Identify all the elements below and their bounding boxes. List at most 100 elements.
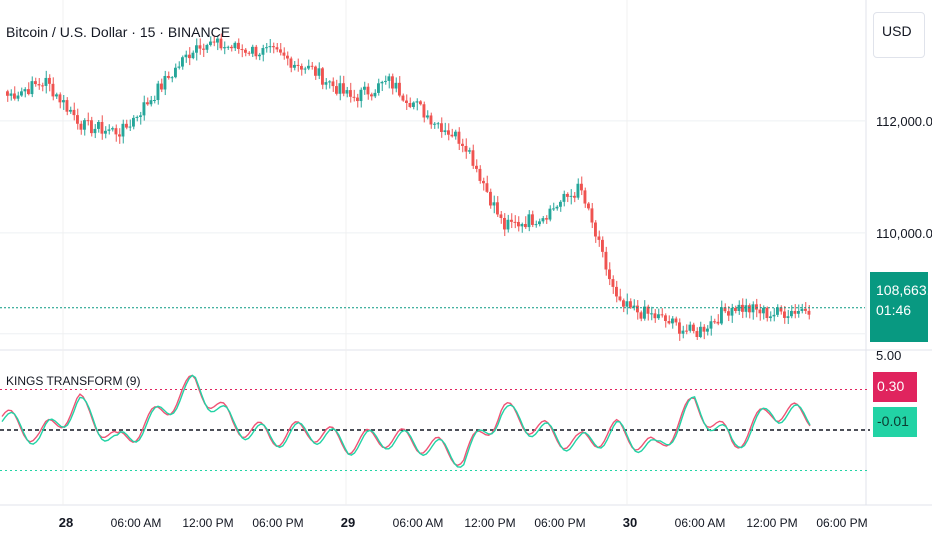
candle-body (107, 129, 111, 131)
candle-body (258, 54, 261, 57)
candle-body (597, 236, 601, 240)
candle-body (783, 311, 786, 318)
candle-body (90, 120, 93, 134)
candle-body (482, 180, 485, 184)
candle-body (769, 316, 772, 319)
candle-body (412, 102, 415, 107)
current-price-value: 108,663.68 (876, 282, 932, 298)
indicator-title: KINGS TRANSFORM (9) (6, 374, 141, 388)
candle-body (692, 324, 695, 332)
candle-body (202, 48, 205, 50)
candle-body (100, 121, 104, 134)
candle-body (569, 195, 573, 197)
candle-body (492, 202, 496, 206)
candle-body (415, 101, 419, 103)
candle-body (132, 117, 135, 127)
candle-body (793, 310, 797, 314)
candle-body (310, 65, 314, 67)
candle-body (615, 286, 618, 297)
candle-body (755, 304, 758, 310)
candle-body (72, 109, 76, 116)
price-tick-label: 112,000.00 (876, 114, 932, 129)
candle-body (240, 49, 244, 51)
candle-body (471, 150, 475, 166)
candle-body (496, 202, 499, 215)
candle-body (632, 305, 636, 308)
candle-body (737, 304, 741, 312)
candle-body (321, 68, 324, 85)
candle-body (741, 304, 744, 312)
candle-body (251, 46, 254, 54)
candle-body (534, 224, 538, 226)
candle-body (513, 221, 517, 223)
candle-body (181, 57, 184, 67)
candle-body (20, 91, 23, 96)
candle-body (674, 318, 678, 323)
candle-body (657, 314, 660, 319)
candle-body (426, 115, 429, 118)
candle-body (41, 85, 44, 87)
candle-body (524, 223, 527, 228)
candle-body (611, 279, 615, 287)
candle-body (293, 64, 296, 68)
candle-body (723, 307, 727, 312)
candle-body (552, 208, 555, 210)
candle-body (226, 46, 230, 48)
indicator-green-badge: -0.01 (873, 407, 917, 437)
candle-body (422, 104, 426, 118)
candle-body (111, 128, 114, 130)
time-axis-label: 06:00 PM (252, 516, 303, 530)
candle-body (198, 45, 202, 49)
candle-body (454, 131, 457, 137)
indicator-axis-label: 5.00 (876, 348, 901, 363)
candle-body (464, 145, 468, 152)
candle-body (443, 130, 447, 133)
candle-body (779, 307, 783, 312)
candle-body (429, 115, 433, 125)
candle-body (559, 201, 562, 207)
candle-body (555, 206, 559, 209)
candle-body (398, 82, 401, 96)
candle-body (485, 183, 489, 192)
time-axis-label: 12:00 PM (464, 516, 515, 530)
candle-body (149, 100, 153, 105)
candle-body (195, 45, 198, 53)
time-axis-label: 06:00 PM (534, 516, 585, 530)
currency-button[interactable]: USD (873, 12, 925, 58)
candle-body (580, 183, 583, 191)
candle-body (345, 90, 349, 94)
candle-body (212, 41, 216, 43)
indicator-red-badge: 0.30 (873, 372, 917, 402)
candle-body (489, 191, 492, 206)
candle-body (366, 86, 370, 95)
candle-body (205, 44, 209, 50)
candle-body (727, 311, 730, 316)
indicator-line-green (1, 374, 811, 468)
candle-body (184, 54, 188, 58)
chart-title: Bitcoin / U.S. Dollar · 15 · BINANCE (6, 24, 231, 40)
candle-body (643, 306, 646, 319)
time-axis-label: 12:00 PM (182, 516, 233, 530)
candle-body (16, 95, 20, 99)
candle-body (34, 81, 37, 85)
candle-body (461, 143, 464, 146)
candle-body (118, 134, 121, 137)
candle-body (751, 304, 755, 313)
candle-body (282, 52, 286, 56)
candle-body (261, 48, 265, 55)
candle-body (678, 322, 681, 334)
candle-body (475, 165, 478, 169)
candle-body (447, 130, 450, 135)
candle-body (23, 89, 27, 92)
bar-countdown: 01:46 (876, 302, 912, 318)
time-axis-label: 06:00 AM (111, 516, 162, 530)
candle-body (380, 81, 384, 84)
candle-body (27, 89, 30, 95)
candle-body (450, 134, 454, 137)
candle-body (436, 123, 440, 125)
time-axis-label: 12:00 PM (746, 516, 797, 530)
candle-body (468, 150, 471, 152)
candle-body (744, 305, 748, 312)
candle-body (314, 66, 317, 76)
